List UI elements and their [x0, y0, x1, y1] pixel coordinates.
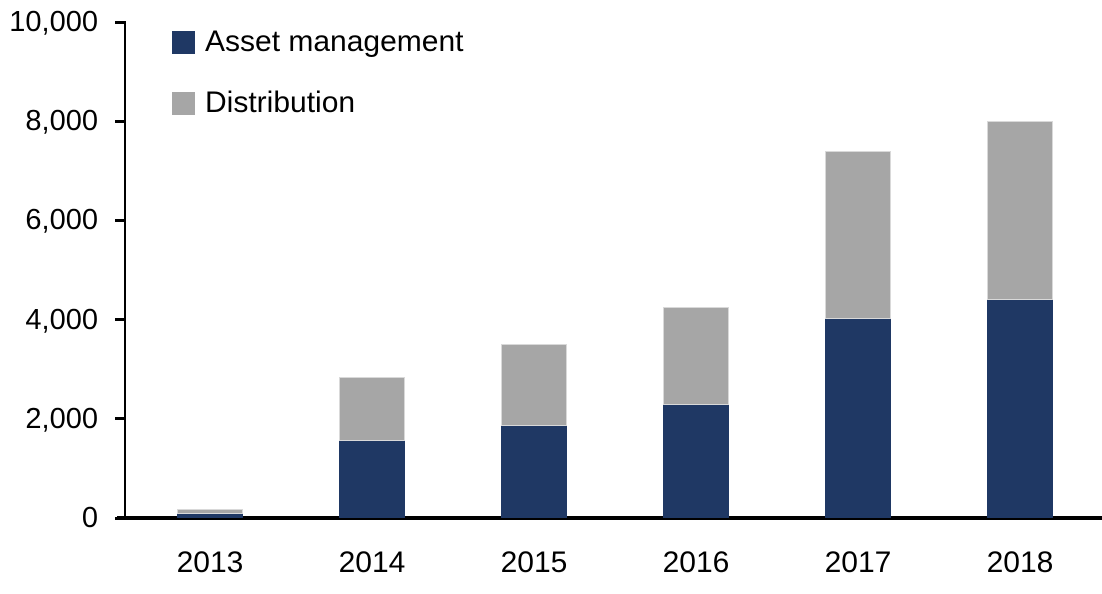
y-tick-label-0: 0 [81, 502, 98, 534]
x-tick-label-2018: 2018 [986, 546, 1054, 579]
legend-item-distribution: Distribution [172, 88, 463, 118]
y-tick-2-000 [115, 417, 125, 421]
x-tick-label-2014: 2014 [338, 546, 406, 579]
bar-segment-asset-management-2015 [501, 426, 567, 518]
bar-segment-asset-management-2013 [177, 513, 243, 518]
bar-segment-distribution-2015 [501, 344, 567, 427]
legend-label-distribution: Distribution [205, 86, 356, 119]
y-tick-8-000 [115, 119, 125, 123]
bar-segment-distribution-2016 [663, 307, 729, 405]
x-tick-label-2016: 2016 [662, 546, 730, 579]
bar-segment-asset-management-2016 [663, 404, 729, 518]
y-tick-4-000 [115, 318, 125, 322]
legend-swatch-asset-management [172, 30, 195, 54]
legend-item-asset-management: Asset management [172, 27, 463, 57]
x-axis-line [117, 516, 1102, 520]
bar-segment-distribution-2014 [339, 376, 405, 442]
bar-segment-asset-management-2017 [825, 319, 891, 518]
x-tick-label-2017: 2017 [824, 546, 892, 579]
bar-segment-distribution-2018 [987, 121, 1053, 300]
bar-segment-asset-management-2014 [339, 441, 405, 518]
y-tick-0 [115, 516, 125, 520]
x-tick-label-2015: 2015 [500, 546, 568, 579]
bar-segment-distribution-2013 [177, 508, 243, 514]
y-tick-label-6-000: 6,000 [25, 204, 98, 237]
y-tick-10-000 [115, 20, 125, 24]
legend: Asset management Distribution [172, 27, 463, 149]
y-tick-label-2-000: 2,000 [25, 402, 98, 435]
y-tick-label-10-000: 10,000 [9, 6, 98, 38]
y-tick-label-8-000: 8,000 [25, 105, 98, 138]
legend-label-asset-management: Asset management [205, 25, 464, 58]
y-axis-line [124, 21, 126, 518]
x-tick-label-2013: 2013 [176, 546, 244, 579]
bar-segment-distribution-2017 [825, 150, 891, 320]
y-tick-6-000 [115, 218, 125, 222]
legend-swatch-distribution [172, 91, 195, 115]
bar-segment-asset-management-2018 [987, 299, 1053, 518]
y-tick-label-4-000: 4,000 [25, 303, 98, 336]
